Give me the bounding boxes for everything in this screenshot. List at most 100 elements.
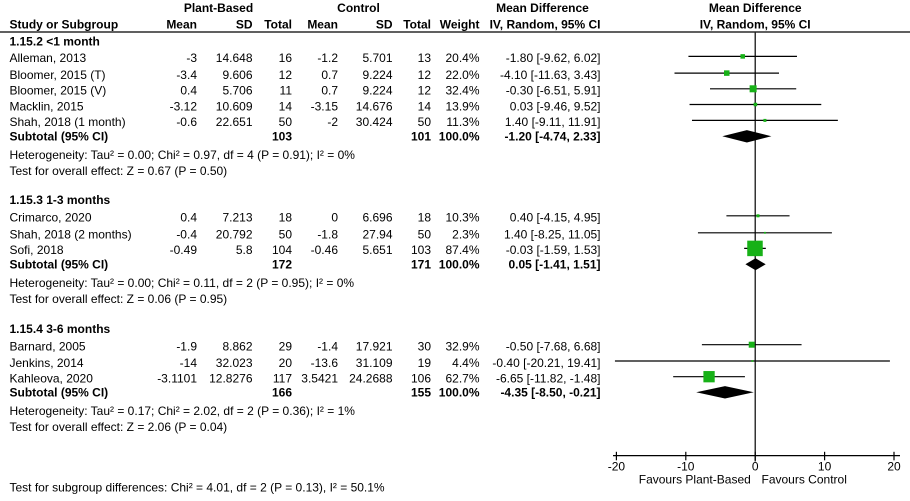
svg-text:0: 0 bbox=[752, 459, 759, 473]
svg-text:-13.6: -13.6 bbox=[311, 356, 339, 370]
svg-text:Total: Total bbox=[264, 18, 292, 32]
svg-text:-3.12: -3.12 bbox=[170, 99, 198, 113]
svg-text:Test for overall effect: Z = 2: Test for overall effect: Z = 2.06 (P = 0… bbox=[10, 420, 228, 434]
svg-text:IV, Random, 95% CI: IV, Random, 95% CI bbox=[700, 18, 811, 32]
svg-text:10.609: 10.609 bbox=[216, 99, 253, 113]
svg-text:Kahleova, 2020: Kahleova, 2020 bbox=[10, 372, 94, 386]
svg-text:4.4%: 4.4% bbox=[452, 356, 480, 370]
svg-text:Favours Plant-Based: Favours Plant-Based bbox=[639, 473, 751, 487]
svg-text:Favours Control: Favours Control bbox=[762, 473, 847, 487]
svg-text:20.792: 20.792 bbox=[216, 228, 253, 242]
svg-text:Mean Difference: Mean Difference bbox=[496, 1, 589, 15]
svg-text:Mean: Mean bbox=[307, 18, 338, 32]
svg-text:Test for subgroup differences:: Test for subgroup differences: Chi² = 4.… bbox=[10, 481, 385, 495]
svg-text:19: 19 bbox=[418, 356, 432, 370]
svg-text:29: 29 bbox=[279, 340, 293, 354]
svg-text:50: 50 bbox=[418, 228, 432, 242]
svg-text:Shah, 2018 (2 months): Shah, 2018 (2 months) bbox=[10, 228, 132, 242]
svg-text:10.3%: 10.3% bbox=[445, 211, 479, 225]
svg-text:9.606: 9.606 bbox=[222, 68, 252, 82]
svg-text:-4.10 [-11.63, 3.43]: -4.10 [-11.63, 3.43] bbox=[500, 68, 601, 82]
svg-text:7.213: 7.213 bbox=[222, 211, 252, 225]
svg-text:20.4%: 20.4% bbox=[445, 51, 479, 65]
svg-text:Alleman, 2013: Alleman, 2013 bbox=[10, 51, 87, 65]
svg-text:0: 0 bbox=[331, 211, 338, 225]
svg-text:106: 106 bbox=[411, 372, 431, 386]
svg-text:-1.8: -1.8 bbox=[317, 228, 338, 242]
svg-text:50: 50 bbox=[418, 115, 432, 129]
svg-text:0.4: 0.4 bbox=[180, 84, 197, 98]
svg-text:Study or Subgroup: Study or Subgroup bbox=[10, 18, 119, 32]
svg-text:101: 101 bbox=[411, 129, 431, 143]
svg-text:62.7%: 62.7% bbox=[445, 372, 479, 386]
svg-text:Subtotal (95% CI): Subtotal (95% CI) bbox=[10, 129, 109, 143]
svg-text:32.9%: 32.9% bbox=[445, 340, 479, 354]
svg-text:155: 155 bbox=[411, 385, 431, 399]
svg-text:22.651: 22.651 bbox=[216, 115, 253, 129]
svg-text:100.0%: 100.0% bbox=[439, 385, 480, 399]
svg-text:14: 14 bbox=[279, 99, 293, 113]
svg-text:18: 18 bbox=[418, 211, 432, 225]
svg-text:-3.1101: -3.1101 bbox=[157, 372, 197, 386]
svg-text:12: 12 bbox=[418, 84, 432, 98]
svg-text:-0.50 [-7.68, 6.68]: -0.50 [-7.68, 6.68] bbox=[506, 340, 601, 354]
svg-text:11.3%: 11.3% bbox=[446, 115, 479, 129]
svg-text:104: 104 bbox=[272, 243, 292, 257]
svg-text:Test for overall effect: Z = 0: Test for overall effect: Z = 0.06 (P = 0… bbox=[10, 292, 228, 306]
svg-text:9.224: 9.224 bbox=[362, 84, 392, 98]
svg-text:1.15.4 3-6 months: 1.15.4 3-6 months bbox=[10, 322, 111, 336]
svg-text:0.05 [-1.41, 1.51]: 0.05 [-1.41, 1.51] bbox=[508, 257, 600, 271]
svg-text:20: 20 bbox=[887, 459, 901, 473]
svg-text:12.8276: 12.8276 bbox=[209, 372, 253, 386]
svg-text:13.9%: 13.9% bbox=[445, 99, 479, 113]
svg-text:-0.30 [-6.51, 5.91]: -0.30 [-6.51, 5.91] bbox=[506, 84, 601, 98]
svg-text:-0.03 [-1.59, 1.53]: -0.03 [-1.59, 1.53] bbox=[506, 243, 601, 257]
svg-text:-10: -10 bbox=[677, 459, 695, 473]
svg-text:Mean: Mean bbox=[166, 18, 197, 32]
svg-text:Plant-Based: Plant-Based bbox=[184, 1, 253, 15]
svg-text:20: 20 bbox=[279, 356, 293, 370]
svg-text:1.40 [-9.11, 11.91]: 1.40 [-9.11, 11.91] bbox=[505, 115, 601, 129]
svg-text:16: 16 bbox=[279, 51, 293, 65]
svg-text:0.7: 0.7 bbox=[321, 84, 338, 98]
svg-text:Bloomer, 2015 (T): Bloomer, 2015 (T) bbox=[10, 68, 106, 82]
svg-text:22.0%: 22.0% bbox=[445, 68, 479, 82]
svg-text:IV, Random, 95% CI: IV, Random, 95% CI bbox=[490, 18, 601, 32]
svg-text:Weight: Weight bbox=[440, 18, 480, 32]
svg-text:117: 117 bbox=[273, 372, 292, 386]
svg-text:Control: Control bbox=[337, 1, 380, 15]
svg-text:SD: SD bbox=[376, 18, 393, 32]
svg-text:Bloomer, 2015 (V): Bloomer, 2015 (V) bbox=[10, 84, 107, 98]
svg-text:14.648: 14.648 bbox=[216, 51, 253, 65]
svg-text:5.706: 5.706 bbox=[222, 84, 252, 98]
svg-text:-3.4: -3.4 bbox=[176, 68, 197, 82]
svg-text:-0.4: -0.4 bbox=[176, 228, 197, 242]
svg-text:0.03 [-9.46, 9.52]: 0.03 [-9.46, 9.52] bbox=[510, 99, 601, 113]
svg-text:18: 18 bbox=[279, 211, 293, 225]
svg-text:87.4%: 87.4% bbox=[445, 243, 479, 257]
svg-text:SD: SD bbox=[236, 18, 253, 32]
svg-text:Mean Difference: Mean Difference bbox=[709, 1, 802, 15]
svg-text:30: 30 bbox=[418, 340, 432, 354]
svg-text:Heterogeneity: Tau² = 0.17; Ch: Heterogeneity: Tau² = 0.17; Chi² = 2.02,… bbox=[10, 404, 356, 418]
svg-text:Test for overall effect: Z = 0: Test for overall effect: Z = 0.67 (P = 0… bbox=[10, 164, 228, 178]
svg-text:24.2688: 24.2688 bbox=[349, 372, 393, 386]
svg-text:30.424: 30.424 bbox=[356, 115, 393, 129]
svg-text:Sofi, 2018: Sofi, 2018 bbox=[10, 243, 64, 257]
svg-text:32.023: 32.023 bbox=[216, 356, 253, 370]
svg-text:-1.4: -1.4 bbox=[317, 340, 338, 354]
svg-text:6.696: 6.696 bbox=[362, 211, 392, 225]
svg-text:9.224: 9.224 bbox=[362, 68, 392, 82]
svg-text:0.4: 0.4 bbox=[180, 211, 197, 225]
svg-text:11: 11 bbox=[280, 84, 293, 98]
svg-text:8.862: 8.862 bbox=[222, 340, 252, 354]
svg-text:103: 103 bbox=[272, 129, 292, 143]
svg-text:31.109: 31.109 bbox=[356, 356, 393, 370]
svg-text:-0.40 [-20.21, 19.41]: -0.40 [-20.21, 19.41] bbox=[492, 356, 600, 370]
svg-text:-1.9: -1.9 bbox=[176, 340, 197, 354]
svg-text:14: 14 bbox=[418, 99, 432, 113]
svg-text:-2: -2 bbox=[327, 115, 338, 129]
svg-text:Heterogeneity: Tau² = 0.00; Ch: Heterogeneity: Tau² = 0.00; Chi² = 0.11,… bbox=[10, 276, 355, 290]
svg-text:Shah, 2018 (1 month): Shah, 2018 (1 month) bbox=[10, 115, 126, 129]
svg-text:-1.2: -1.2 bbox=[317, 51, 338, 65]
